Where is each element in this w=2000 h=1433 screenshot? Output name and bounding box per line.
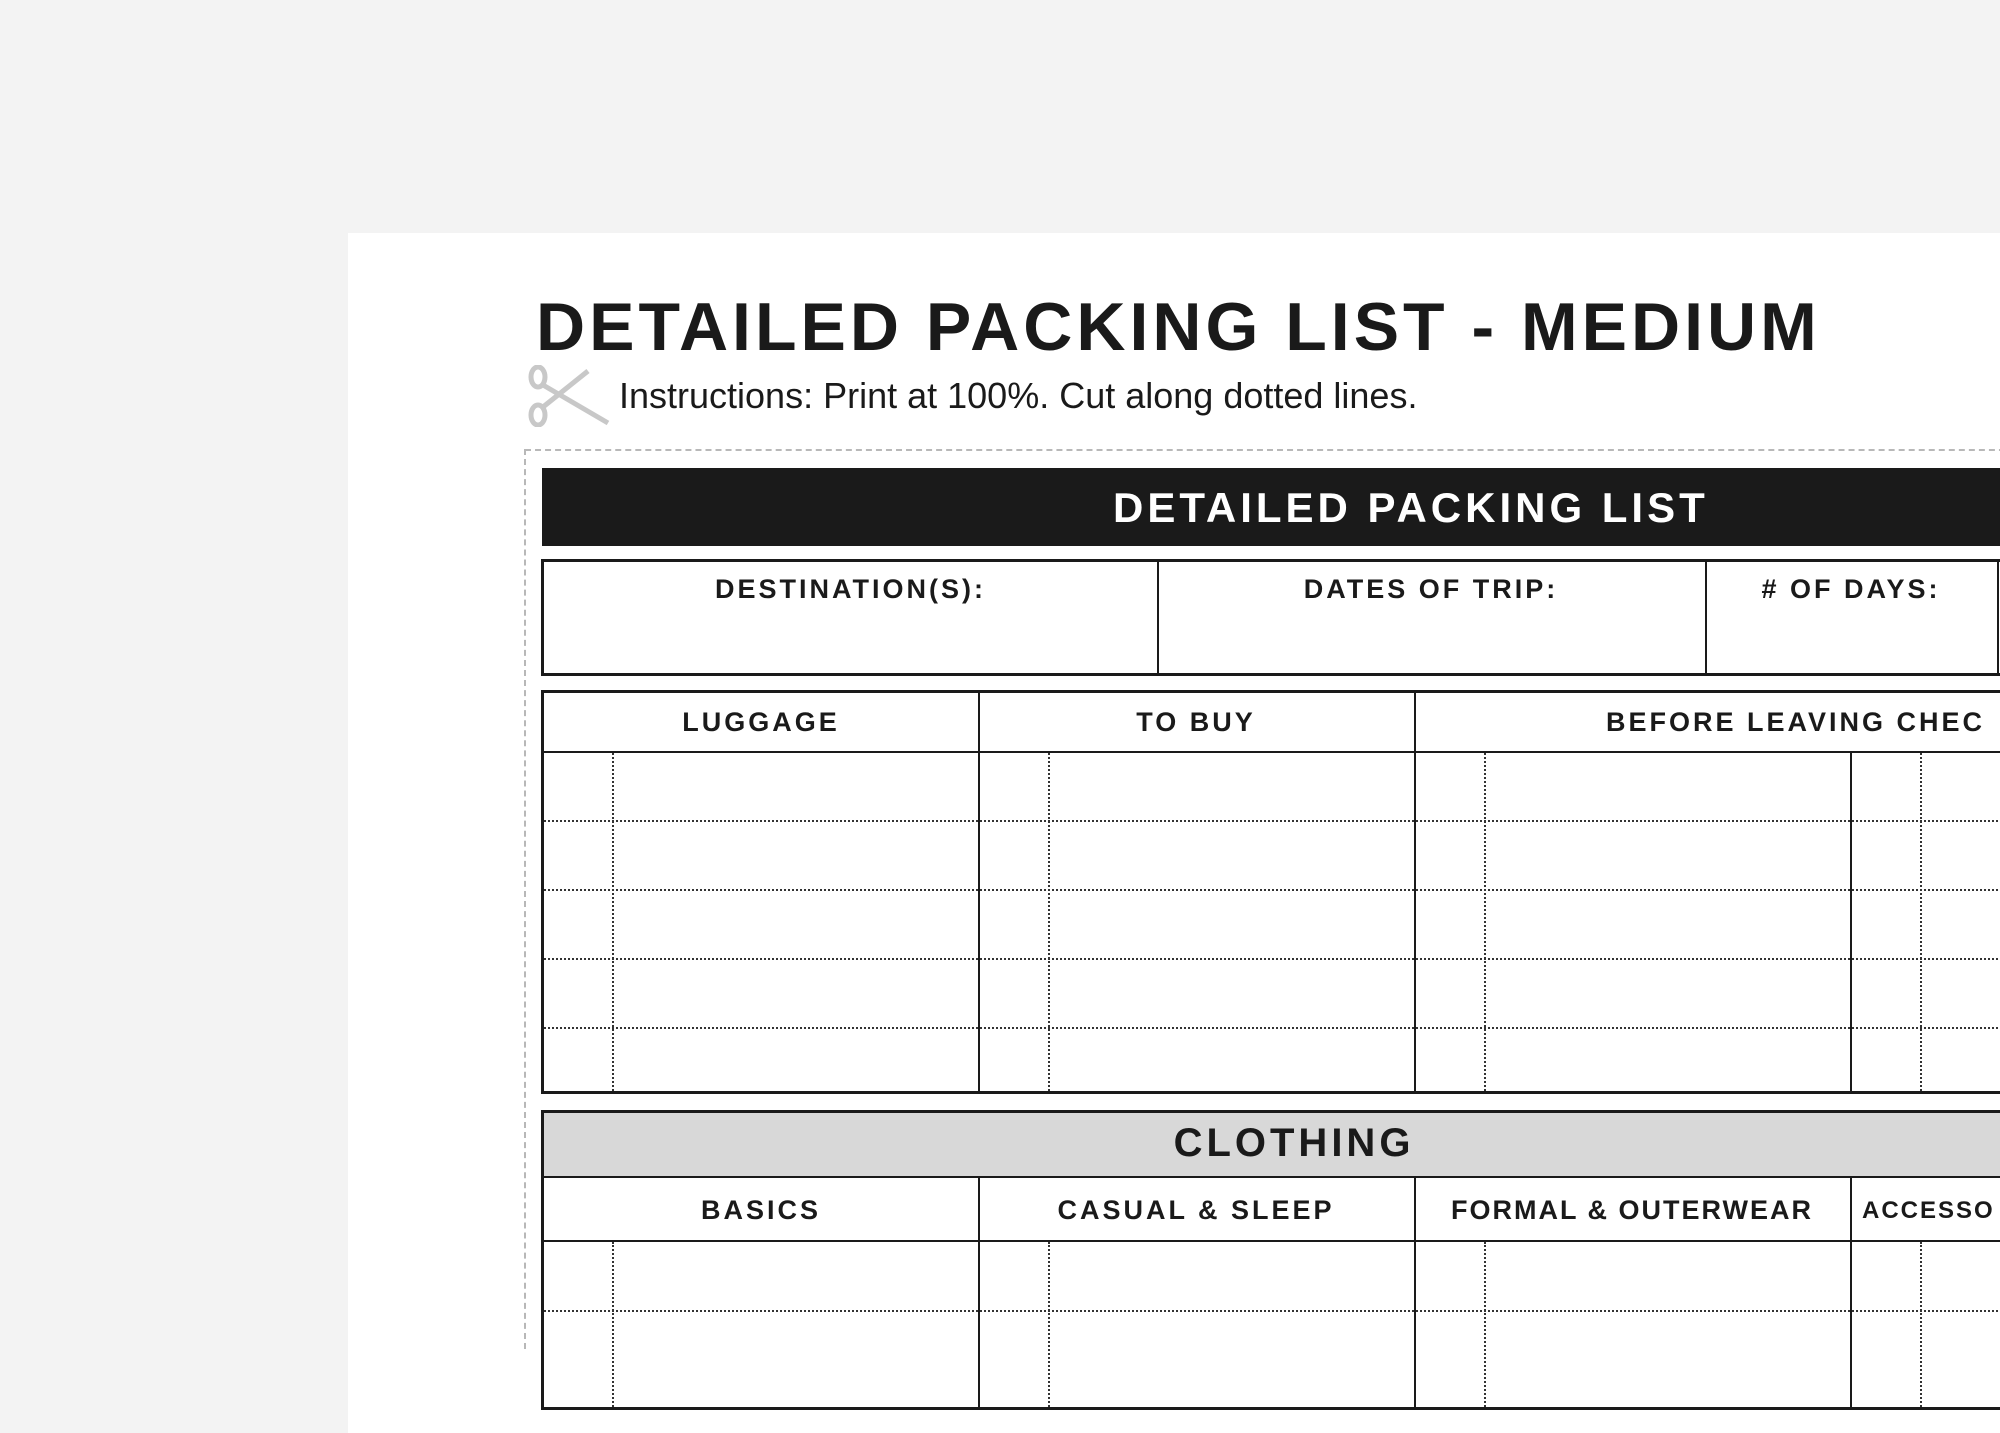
cut-line-top [525,449,2000,451]
basics-header: BASICS [700,1195,821,1225]
trip-info-box: DESTINATION(S): DATES OF TRIP: # OF DAYS… [541,559,2000,676]
destination-label: DESTINATION(S): [715,574,986,604]
clothing-table: CLOTHING BASICS CASUAL & SLEEP FORMAL & … [541,1110,2000,1410]
casual-sleep-header: CASUAL & SLEEP [1057,1195,1335,1225]
form-header-title: DETAILED PACKING LIST [1113,484,1709,531]
accessories-header: ACCESSO [1862,1197,1995,1224]
scissors-icon [528,365,610,427]
clothing-header-bar: CLOTHING [544,1113,2000,1178]
dates-of-trip-label: DATES OF TRIP: [1303,574,1559,604]
luggage-header: LUGGAGE [682,707,840,737]
instructions-text: Instructions: Print at 100%. Cut along d… [619,375,1418,416]
printable-page [348,233,2000,1433]
cut-line-left [524,449,526,1349]
number-of-days-label: # OF DAYS: [1761,574,1941,604]
to-buy-header: TO BUY [1136,707,1256,737]
page-title: DETAILED PACKING LIST - MEDIUM [536,289,1821,365]
formal-outerwear-header: FORMAL & OUTERWEAR [1451,1195,1813,1225]
before-leaving-header: BEFORE LEAVING CHEC [1606,707,1986,737]
clothing-header: CLOTHING [1173,1121,1415,1165]
checklist-table: LUGGAGE TO BUY BEFORE LEAVING CHEC [541,690,2000,1094]
form-header-bar: DETAILED PACKING LIST [542,468,2000,546]
